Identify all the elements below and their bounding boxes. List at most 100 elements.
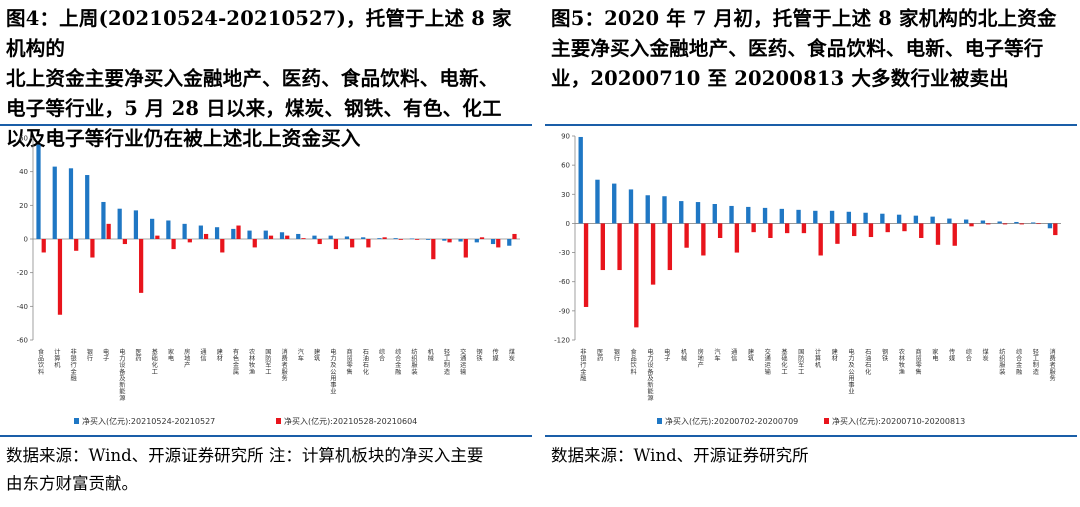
bar: [902, 223, 907, 232]
bar: [578, 136, 583, 224]
x-tick-label: 交通运输: [460, 348, 467, 376]
legend-label: 净买入(亿元):20200710-20200813: [832, 416, 965, 426]
bar: [214, 227, 220, 239]
y-tick-label: 0: [24, 236, 28, 244]
bar: [628, 189, 634, 224]
bar: [268, 235, 274, 239]
x-tick-label: 钢铁: [882, 348, 888, 363]
bar: [479, 237, 485, 239]
bar: [1047, 223, 1053, 229]
bar: [813, 210, 818, 224]
bar: [852, 223, 857, 237]
bar: [583, 223, 589, 307]
bar: [328, 235, 333, 239]
x-tick-label: 房地产: [184, 348, 190, 369]
x-tick-label: 电力及公用事业: [330, 348, 336, 396]
y-tick-label: -120: [554, 337, 570, 345]
bar: [829, 210, 835, 224]
x-tick-label: 纺织服装: [411, 348, 417, 376]
divider-top: [545, 124, 1077, 126]
bar: [919, 223, 924, 238]
bar: [645, 195, 650, 224]
bar: [969, 223, 974, 227]
x-tick-label: 电力设备及新能源: [647, 348, 654, 402]
legend-swatch: [74, 418, 79, 424]
bar: [458, 239, 463, 242]
y-tick-label: 60: [561, 162, 570, 170]
x-tick-label: 计算机: [815, 348, 822, 369]
x-tick-label: 建筑: [748, 348, 755, 363]
source-note-right: 数据来源：Wind、开源证券研究所: [551, 442, 1071, 470]
y-tick-label: -60: [559, 278, 570, 286]
x-tick-label: 有色金属: [233, 348, 240, 376]
divider-bottom: [545, 435, 1077, 437]
x-tick-label: 石油石化: [363, 349, 369, 376]
x-tick-label: 农林牧渔: [899, 348, 906, 376]
bar: [796, 209, 801, 224]
bar: [155, 235, 160, 239]
bar: [779, 208, 784, 224]
legend-label: 净买入(亿元):20210524-20210527: [82, 416, 215, 426]
x-tick-label: 钢铁: [476, 348, 482, 363]
bar: [122, 239, 128, 245]
bar: [617, 223, 622, 271]
bar: [198, 225, 203, 239]
bar: [880, 213, 885, 224]
bar: [36, 144, 41, 239]
legend-label: 净买入(亿元):20200702-20200709: [665, 416, 798, 426]
bar: [285, 235, 290, 239]
bar: [496, 239, 501, 248]
bar: [52, 166, 57, 239]
bar: [474, 239, 479, 243]
bar: [41, 239, 46, 253]
bar: [431, 239, 436, 260]
x-tick-label: 国防军工: [798, 349, 804, 376]
bar: [729, 205, 734, 224]
bar: [662, 196, 667, 224]
legend-swatch: [657, 418, 662, 424]
bar: [507, 239, 512, 246]
title-line: 电子等行业，5 月 28 日以来，煤炭、钢铁、有色、化工: [6, 97, 502, 120]
divider-top: [0, 124, 532, 126]
bar: [85, 175, 90, 239]
x-tick-label: 综合金融: [1016, 348, 1023, 376]
bar: [182, 223, 187, 239]
x-tick-label: 电子: [103, 348, 109, 363]
bar: [101, 201, 106, 239]
bar: [139, 239, 144, 293]
x-tick-label: 煤炭: [982, 348, 988, 363]
y-tick-label: -40: [17, 303, 28, 311]
bar: [784, 223, 790, 234]
bar: [279, 232, 285, 239]
x-tick-label: 机械: [428, 348, 435, 363]
y-tick-label: -60: [17, 337, 28, 345]
bar: [896, 214, 902, 224]
bar: [442, 239, 447, 241]
source-line: 数据来源：Wind、开源证券研究所 注：计算机板块的净买入主要: [6, 446, 484, 465]
x-tick-label: 农林牧渔: [249, 348, 256, 376]
bar: [885, 223, 890, 233]
bar: [986, 223, 991, 225]
bar: [935, 223, 941, 245]
bar: [997, 221, 1002, 224]
bar: [317, 239, 322, 245]
x-tick-label: 通信: [731, 348, 737, 363]
x-tick-label: 汽车: [298, 348, 304, 363]
bar: [1031, 222, 1036, 224]
bar: [463, 239, 468, 258]
x-tick-label: 轻工制造: [1033, 348, 1039, 376]
figure-title-left: 图4：上周(20210524-20210527)，托管于上述 8 家机构的 北上…: [6, 4, 526, 154]
bar: [252, 239, 257, 248]
bar: [377, 238, 382, 239]
x-tick-label: 综合: [966, 348, 972, 363]
legend-swatch: [276, 418, 281, 424]
x-tick-label: 房地产: [698, 348, 704, 369]
bar: [679, 201, 684, 224]
source-note-left: 数据来源：Wind、开源证券研究所 注：计算机板块的净买入主要 由东方财富贡献。: [6, 442, 526, 498]
x-tick-label: 消费者服务: [1050, 348, 1056, 382]
bar: [717, 223, 723, 238]
x-tick-label: 电力及公用事业: [848, 348, 854, 396]
x-tick-label: 消费者服务: [282, 348, 288, 382]
